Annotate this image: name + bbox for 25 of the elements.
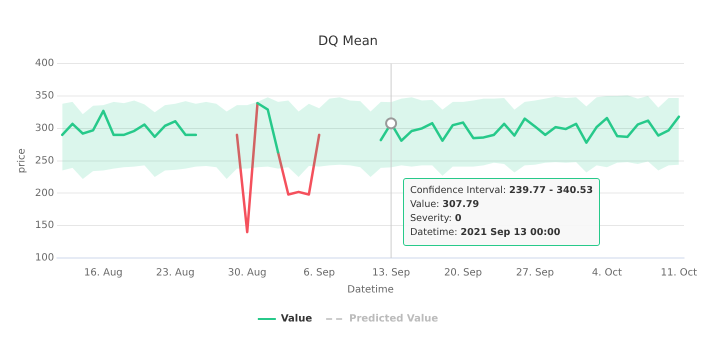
annotation: Datetime: 2021 Sep 13 00:00 [410, 226, 562, 240]
legend-label: Value [280, 314, 312, 325]
y-tick-label: 300 [34, 122, 54, 134]
x-tick-label: 20. Sep [444, 268, 482, 279]
annotation: Severity: 0 [410, 212, 462, 226]
y-tick-label: 350 [34, 90, 54, 102]
y-tick-label: 400 [34, 58, 54, 70]
x-tick-label: 6. Sep [303, 268, 335, 279]
x-tick-label: 16. Aug [84, 268, 123, 279]
y-tick-label: 250 [34, 155, 54, 166]
chart-title: DQ Mean [318, 34, 378, 50]
legend-label: Predicted Value [349, 314, 438, 325]
annotation: Confidence Interval: 239.77 - 340.53 [410, 184, 594, 198]
x-tick-label: 13. Sep [372, 268, 410, 279]
x-axis-title: Datetime [347, 284, 394, 296]
x-tick-label: 27. Sep [516, 268, 554, 279]
y-tick-label: 100 [34, 252, 54, 264]
x-tick-label: 4. Oct [592, 268, 622, 279]
y-tick-label: 150 [34, 220, 54, 232]
x-tick-label: 11. Oct [660, 268, 698, 279]
x-tick-label: 23. Aug [156, 268, 195, 279]
annotation: Value: 307.79 [410, 198, 480, 212]
x-tick-label: 30. Aug [228, 268, 267, 279]
y-axis-title: price [16, 148, 28, 174]
y-tick-label: 200 [34, 188, 54, 199]
